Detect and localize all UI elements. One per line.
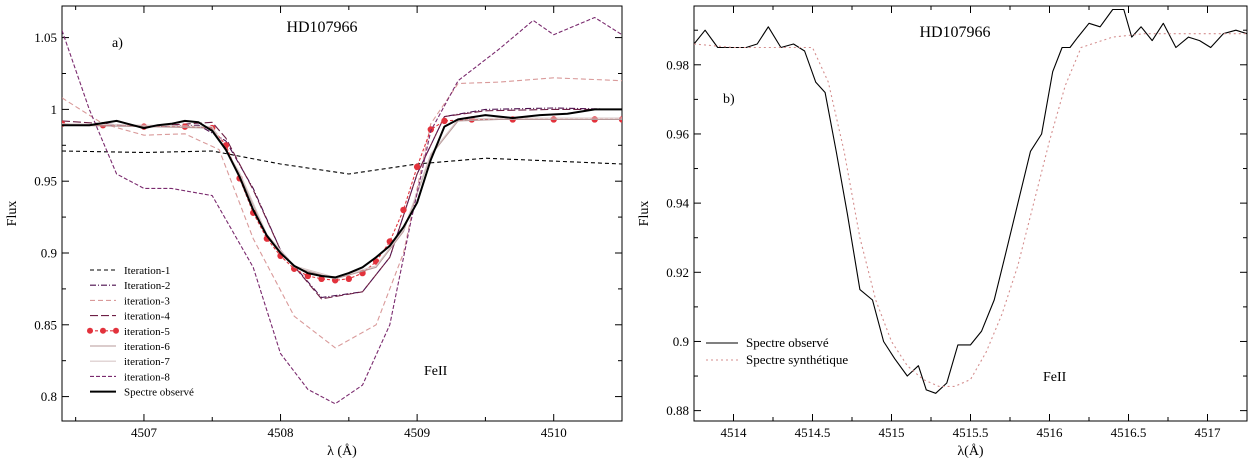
series-line-iteration-8 <box>62 16 622 405</box>
legend-entry: iteration-8 <box>124 371 170 383</box>
series-line-iteration-3 <box>62 77 622 349</box>
series-line-spectre-observ- <box>62 108 622 279</box>
plot-frame <box>61 5 623 422</box>
chart-panel-b: 4514 4514.5 4515 4515.5 4516 4516.5 4517 0.88 0.… <box>637 5 1248 459</box>
legend-entry: Iteration-2 <box>124 280 170 292</box>
series-line-spectre-observ- <box>694 8 1247 394</box>
legend-entry: iteration-6 <box>124 341 170 353</box>
x-tick-label: 4514 <box>721 425 748 440</box>
series-line-iteration-1 <box>62 150 622 175</box>
legend-entry: Spectre observé <box>124 387 194 399</box>
legend-marker <box>113 327 119 334</box>
panel-label: b) <box>723 92 735 107</box>
series-line-spectre-synth-tique <box>694 33 1247 387</box>
y-tick-label: 0.8 <box>41 389 57 404</box>
legend-entry: Spectre synthétique <box>746 352 848 367</box>
series-point <box>318 275 325 283</box>
legend-entry: Spectre observé <box>746 335 829 350</box>
x-axis-label: λ(Å) <box>957 443 984 459</box>
series-point <box>345 275 353 283</box>
y-tick-label: 1.05 <box>34 30 57 45</box>
legend-entry: iteration-4 <box>124 311 170 323</box>
y-tick-label: 0.95 <box>34 174 57 189</box>
series-point <box>181 123 189 130</box>
legend-entry: iteration-5 <box>124 326 170 338</box>
series-line-iteration-6 <box>62 118 622 280</box>
y-tick-label: 0.9 <box>673 334 689 349</box>
legend: Iteration-1 Iteration-2 iteration-3 iterati… <box>87 265 194 399</box>
chart-title: HD107966 <box>919 24 990 41</box>
x-tick-label: 4515.5 <box>953 425 989 440</box>
x-tick-label: 4508 <box>268 425 294 440</box>
x-axis-label: λ (Å) <box>327 443 357 459</box>
x-tick-label: 4510 <box>541 425 567 440</box>
legend: Spectre observé Spectre synthétique <box>706 335 848 367</box>
series-layer <box>62 16 622 405</box>
y-tick-label: 0.88 <box>666 403 689 418</box>
y-tick-label: 0.92 <box>666 265 689 280</box>
y-tick-label: 1 <box>51 102 58 117</box>
series-point <box>427 126 434 133</box>
legend-marker <box>87 327 93 334</box>
x-tick-label: 4507 <box>131 425 158 440</box>
x-tick-label: 4517 <box>1195 425 1222 440</box>
y-tick-label: 0.85 <box>34 317 57 332</box>
y-tick-label: 0.94 <box>666 196 689 211</box>
y-tick-label: 0.96 <box>666 126 689 141</box>
chart-panel-a: 4507 4508 4509 4510 0.8 0.85 0.9 0.95 1 1.05 λ (Å)… <box>5 5 623 459</box>
series-line-iteration-5 <box>62 118 622 281</box>
series-point <box>441 117 448 125</box>
series-layer <box>694 8 1247 394</box>
legend-entry: Iteration-1 <box>124 265 170 277</box>
legend-marker <box>100 327 106 334</box>
line-annotation: FeII <box>1043 370 1067 385</box>
x-tick-label: 4509 <box>404 425 430 440</box>
x-tick-label: 4516 <box>1037 425 1064 440</box>
chart-title: HD107966 <box>286 19 357 36</box>
x-tick-label: 4515 <box>879 425 905 440</box>
legend-entry: iteration-3 <box>124 295 170 307</box>
x-tick-label: 4516.5 <box>1111 425 1147 440</box>
series-line-iteration-2 <box>62 107 622 299</box>
y-tick-label: 0.98 <box>666 57 689 72</box>
panel-label: a) <box>112 36 123 51</box>
legend-entry: iteration-7 <box>124 356 170 368</box>
series-line-iteration-4 <box>62 108 622 300</box>
series-point <box>400 206 407 214</box>
line-annotation: FeII <box>424 364 448 379</box>
y-tick-label: 0.9 <box>41 245 57 260</box>
y-axis-label: Flux <box>5 201 20 227</box>
x-tick-label: 4514.5 <box>795 425 831 440</box>
y-axis-label: Flux <box>637 201 652 227</box>
series-line-iteration-7 <box>62 117 622 278</box>
series-point <box>413 163 421 171</box>
